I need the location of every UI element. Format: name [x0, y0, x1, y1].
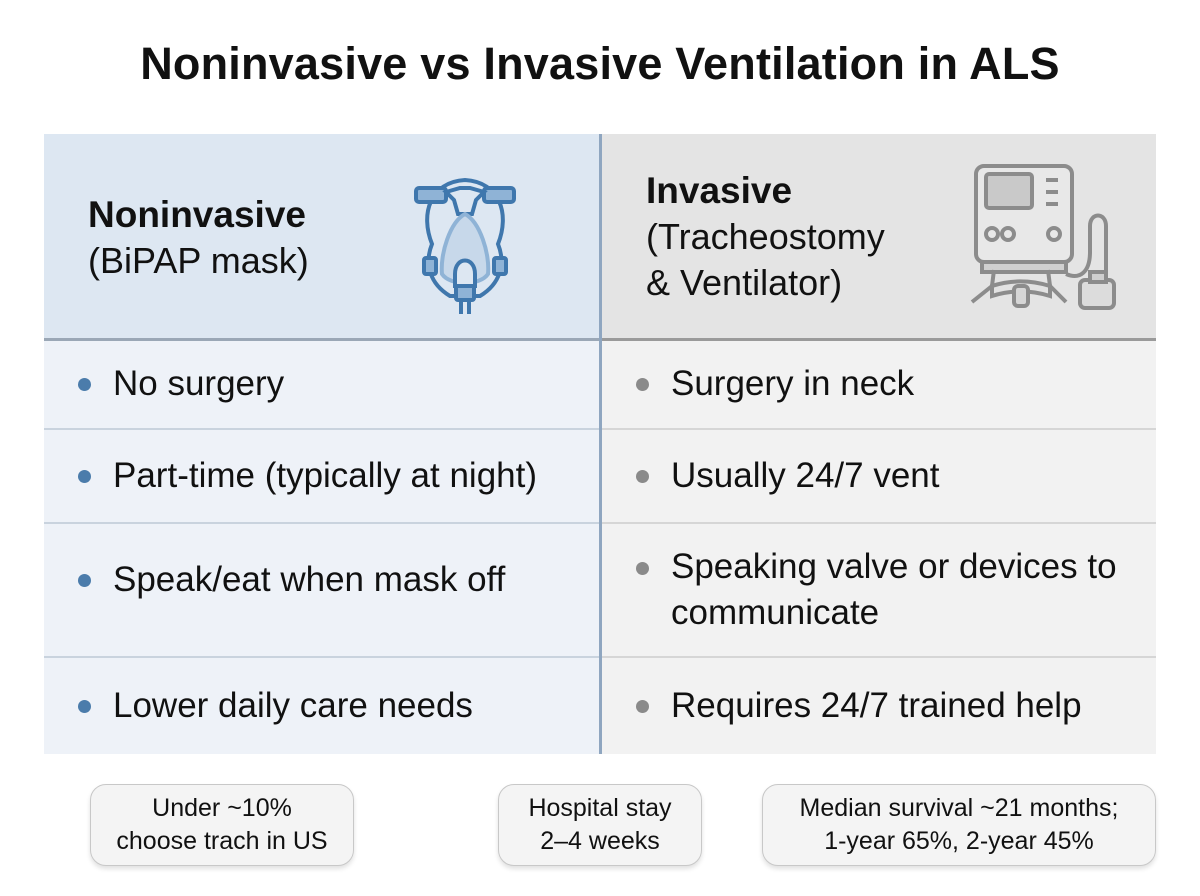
- list-item: Speaking valve or devices to communicate: [602, 524, 1156, 658]
- note-survival: Median survival ~21 months; 1-year 65%, 2…: [762, 784, 1156, 866]
- note-trach-rate: Under ~10% choose trach in US: [90, 784, 354, 866]
- invasive-column: Invasive (Tracheostomy & Ventilator) Sur…: [602, 134, 1156, 754]
- column-divider: [599, 134, 602, 754]
- invasive-subheading-line2: & Ventilator): [646, 262, 843, 303]
- list-item: Speak/eat when mask off: [44, 524, 600, 658]
- bullet-icon: [78, 377, 91, 391]
- ventilator-icon: [970, 164, 1116, 310]
- bullet-icon: [78, 469, 91, 483]
- noninvasive-header: Noninvasive (BiPAP mask): [44, 134, 600, 341]
- bullet-icon: [636, 562, 649, 575]
- note-hospital-stay: Hospital stay 2–4 weeks: [498, 784, 702, 866]
- bullet-icon: [636, 699, 649, 713]
- bullet-icon: [78, 699, 91, 713]
- noninvasive-column: Noninvasive (BiPAP mask) No surgery Part…: [44, 134, 600, 754]
- list-item: Usually 24/7 vent: [602, 430, 1156, 524]
- invasive-subheading-line1: (Tracheostomy: [646, 216, 885, 257]
- invasive-header: Invasive (Tracheostomy & Ventilator): [602, 134, 1156, 341]
- list-item: Part-time (typically at night): [44, 430, 600, 524]
- list-item: Lower daily care needs: [44, 658, 600, 754]
- list-item: No surgery: [44, 340, 600, 430]
- invasive-heading: Invasive: [646, 170, 793, 211]
- noninvasive-subheading: (BiPAP mask): [88, 240, 309, 281]
- bullet-icon: [636, 377, 649, 391]
- noninvasive-heading: Noninvasive: [88, 194, 306, 235]
- bullet-icon: [636, 469, 649, 483]
- bullet-icon: [78, 573, 91, 587]
- comparison-table: Noninvasive (BiPAP mask) No surgery Part…: [44, 134, 1156, 754]
- list-item: Requires 24/7 trained help: [602, 658, 1156, 754]
- page-title: Noninvasive vs Invasive Ventilation in A…: [140, 38, 1060, 89]
- list-item: Surgery in neck: [602, 340, 1156, 430]
- bipap-mask-icon: [414, 177, 516, 314]
